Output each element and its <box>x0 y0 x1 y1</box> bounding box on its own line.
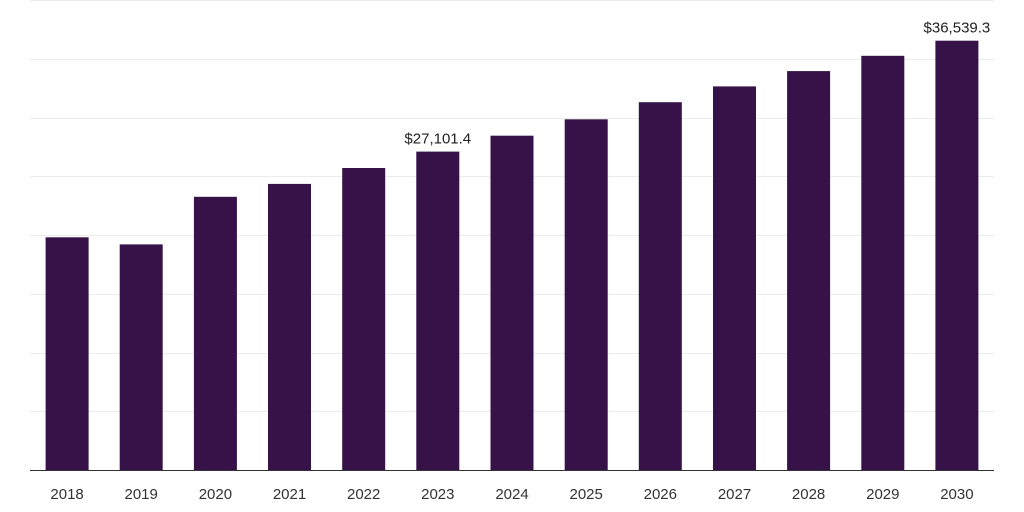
bar-2020 <box>193 196 237 471</box>
bar-2021 <box>268 183 311 470</box>
data-labels: $27,101.4 $36,539.3 <box>404 20 990 148</box>
bars <box>45 40 979 471</box>
bar-2025 <box>564 119 608 471</box>
x-tick-label-2024: 2024 <box>495 486 528 503</box>
x-tick-label-2021: 2021 <box>273 486 306 503</box>
x-tick-label-2029: 2029 <box>866 486 899 503</box>
x-tick-label-2018: 2018 <box>50 486 83 503</box>
x-tick-label-2025: 2025 <box>570 486 603 503</box>
bar-2026 <box>638 102 682 470</box>
x-tick-label-2019: 2019 <box>125 486 158 503</box>
x-tick-label-2022: 2022 <box>347 486 380 503</box>
x-tick-label-2028: 2028 <box>792 486 825 503</box>
x-tick-label-2027: 2027 <box>718 486 751 503</box>
bar-2018 <box>45 237 89 470</box>
bar-2019 <box>119 244 163 470</box>
bar-2028 <box>787 71 831 470</box>
x-tick-label-2026: 2026 <box>644 486 677 503</box>
data-label-2030: $36,539.3 <box>924 20 991 37</box>
bar-2024 <box>490 135 534 470</box>
x-tick-label-2030: 2030 <box>940 486 973 503</box>
x-tick-label-2023: 2023 <box>421 486 454 503</box>
bar-2027 <box>713 86 756 471</box>
x-tick-labels: 2018 2019 2020 2021 2022 2023 2024 2025 2026 2027… <box>50 486 973 503</box>
bar-2023 <box>416 151 460 470</box>
bar-2029 <box>861 55 905 471</box>
bar-2022 <box>342 168 386 470</box>
x-tick-label-2020: 2020 <box>199 486 232 503</box>
data-label-2023: $27,101.4 <box>404 131 471 148</box>
bar-2030 <box>935 40 979 470</box>
